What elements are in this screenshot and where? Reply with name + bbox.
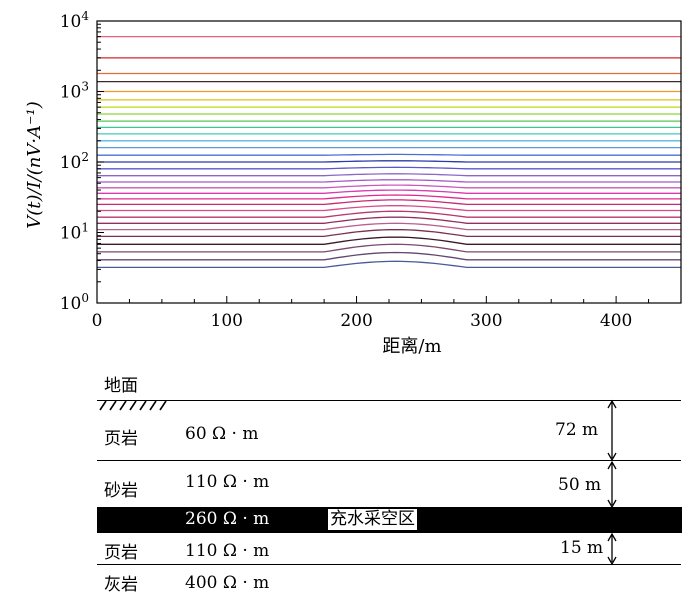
x-tick-label: 400 [600,311,632,331]
x-tick-label: 300 [470,311,502,331]
series-line-21 [97,194,681,200]
ground-label: 地面 [104,376,138,396]
thickness-label-3: 15 m [560,538,604,558]
series-line-22 [97,199,681,206]
boundary-line-2 [97,564,681,565]
layer-4-rock: 页岩 [104,543,138,563]
surface-line [97,400,681,401]
series-line-26 [97,222,681,231]
ground-hatch-icon [99,400,167,411]
series-line-31 [97,260,681,269]
boundary-line-1 [97,460,681,461]
y-tick-label: 102 [60,150,89,173]
series-line-20 [97,189,681,194]
series-line-25 [97,216,681,224]
geologic-model: 地面 页岩 60 Ω · m 砂岩 110 Ω · m 260 Ω · m 充水… [0,360,700,595]
series-line-23 [97,205,681,212]
x-axis-label: 距离/m [382,336,441,357]
x-tick-label: 100 [211,311,243,331]
series-group [97,35,681,269]
series-line-24 [97,210,681,218]
y-tick-label: 103 [60,80,89,103]
layer-1-rock: 页岩 [104,429,138,449]
layer-1-resistivity: 60 Ω · m [185,424,259,444]
layer-2-resistivity: 110 Ω · m [185,472,270,492]
x-tick-label: 200 [340,311,372,331]
series-line-30 [97,251,681,261]
y-tick-label: 101 [60,221,89,244]
layer-5-resistivity: 400 Ω · m [185,573,270,593]
series-line-27 [97,228,681,238]
thickness-label-1: 72 m [555,420,599,440]
x-ticks: 0 100 200 300 400 [92,296,682,331]
series-line-29 [97,243,681,253]
x-tick-label: 0 [92,311,103,331]
series-line-28 [97,236,681,245]
layer-4-resistivity: 110 Ω · m [185,541,270,561]
y-ticks: 100 101 102 103 104 [60,9,104,314]
goaf-resistivity: 260 Ω · m [185,509,270,529]
series-line-16 [97,166,681,170]
series-line-19 [97,184,681,189]
series-line-15 [97,160,681,163]
series-line-18 [97,179,681,183]
layer-2-rock: 砂岩 [104,481,138,501]
y-tick-label: 104 [60,9,90,32]
thickness-label-2: 50 m [558,475,602,495]
series-line-17 [97,173,681,177]
dimension-arrows [607,399,617,566]
series-line-14 [97,153,681,156]
layer-5-rock: 灰岩 [104,575,138,595]
y-tick-label: 100 [60,291,89,314]
y-axis-label: V(t)/I/(nV·A⁻¹) [24,101,45,229]
goaf-tag: 充水采空区 [328,509,417,530]
